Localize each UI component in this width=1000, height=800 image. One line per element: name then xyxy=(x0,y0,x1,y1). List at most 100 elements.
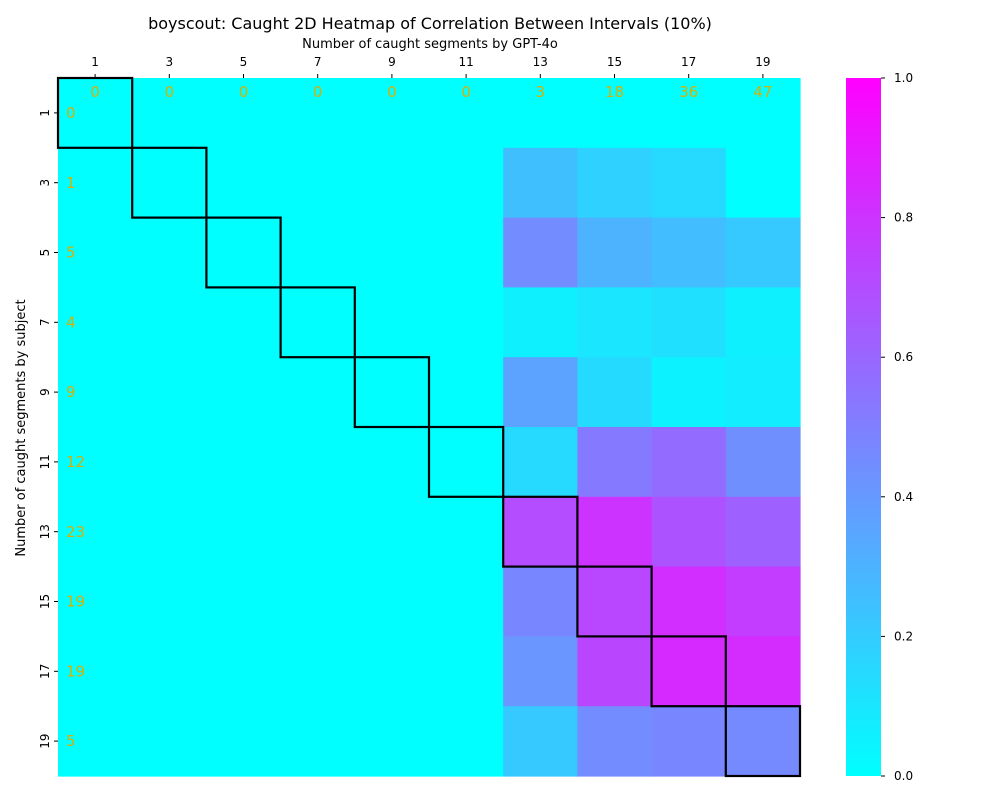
heatmap-cell xyxy=(132,566,207,637)
heatmap-cell xyxy=(503,636,578,707)
y-axis-label: Number of caught segments by subject xyxy=(14,299,29,556)
heatmap-cell xyxy=(206,147,282,219)
heatmap-cell xyxy=(354,217,430,288)
colorbar-tick-label: 0.6 xyxy=(894,350,913,364)
column-total-label: 0 xyxy=(387,83,397,101)
y-tick-label: 19 xyxy=(38,733,52,748)
heatmap-cell xyxy=(725,427,801,498)
heatmap-cell xyxy=(651,636,727,707)
heatmap-cell xyxy=(429,427,504,498)
heatmap-cell xyxy=(577,496,653,568)
heatmap-cell xyxy=(429,706,504,777)
heatmap-cell xyxy=(577,217,653,288)
heatmap-cell xyxy=(280,496,356,568)
row-total-label: 0 xyxy=(66,104,76,122)
x-tick-label: 9 xyxy=(388,55,396,69)
y-tick-label: 15 xyxy=(38,594,52,609)
y-tick-label: 9 xyxy=(38,388,52,396)
heatmap-cell xyxy=(354,427,430,498)
x-tick-label: 13 xyxy=(533,55,548,69)
heatmap-cells xyxy=(58,78,801,777)
heatmap-cell xyxy=(577,636,653,707)
heatmap-cell xyxy=(206,566,282,637)
heatmap-cell xyxy=(280,706,356,777)
row-total-label: 4 xyxy=(66,313,76,331)
heatmap-cell xyxy=(577,78,653,149)
heatmap-cell xyxy=(58,496,133,568)
heatmap-cell xyxy=(280,636,356,707)
heatmap-cell xyxy=(429,78,504,149)
heatmap-cell xyxy=(58,706,133,777)
heatmap-cell xyxy=(725,287,801,358)
heatmap-cell xyxy=(206,357,282,428)
heatmap-cell xyxy=(725,147,801,219)
heatmap-cell xyxy=(280,566,356,637)
colorbar-tick-label: 0.2 xyxy=(894,629,913,643)
x-tick-label: 17 xyxy=(681,55,696,69)
heatmap-cell xyxy=(429,357,504,428)
heatmap-cell xyxy=(354,566,430,637)
heatmap-cell xyxy=(132,287,207,358)
row-total-label: 19 xyxy=(66,662,85,680)
heatmap-cell xyxy=(503,357,578,428)
colorbar-tick-label: 0.8 xyxy=(894,211,913,225)
heatmap-cell xyxy=(503,287,578,358)
colorbar-tick-label: 0.4 xyxy=(894,490,913,504)
diagonal-cell-outline xyxy=(353,356,431,429)
column-total-label: 47 xyxy=(753,83,772,101)
x-tick-label: 1 xyxy=(91,55,99,69)
y-tick-label: 3 xyxy=(38,179,52,187)
heatmap-cell xyxy=(206,636,282,707)
heatmap-cell xyxy=(354,357,430,428)
heatmap-cell xyxy=(132,147,207,219)
heatmap-cell xyxy=(354,78,430,149)
heatmap-cell xyxy=(58,217,133,288)
heatmap-cell xyxy=(503,147,578,219)
heatmap-cell xyxy=(725,566,801,637)
heatmap-cell xyxy=(503,496,578,568)
column-total-label: 18 xyxy=(605,83,624,101)
column-total-label: 0 xyxy=(239,83,249,101)
heatmap-cell xyxy=(651,287,727,358)
heatmap-cell xyxy=(725,706,801,777)
chart-title: boyscout: Caught 2D Heatmap of Correlati… xyxy=(148,14,712,33)
heatmap-cell xyxy=(429,147,504,219)
heatmap-cell xyxy=(206,496,282,568)
heatmap-cell xyxy=(132,357,207,428)
heatmap-cell xyxy=(429,496,504,568)
column-total-label: 0 xyxy=(90,83,100,101)
heatmap-cell xyxy=(503,78,578,149)
x-tick-label: 15 xyxy=(607,55,622,69)
heatmap-cell xyxy=(577,287,653,358)
x-tick-label: 7 xyxy=(314,55,322,69)
diagonal-cell-outline xyxy=(724,705,802,778)
heatmap-cell xyxy=(354,496,430,568)
heatmap-cell xyxy=(725,217,801,288)
heatmap-cell xyxy=(280,147,356,219)
heatmap-cell xyxy=(206,78,282,149)
heatmap-cell xyxy=(503,427,578,498)
row-total-label: 12 xyxy=(66,453,85,471)
y-tick-label: 11 xyxy=(38,454,52,469)
heatmap-cell xyxy=(651,496,727,568)
x-tick-label: 5 xyxy=(240,55,248,69)
heatmap-cell xyxy=(651,427,727,498)
row-total-label: 1 xyxy=(66,174,76,192)
heatmap-cell xyxy=(577,427,653,498)
heatmap-cell xyxy=(429,217,504,288)
heatmap-cell xyxy=(429,287,504,358)
diagonal-cell-outline xyxy=(205,216,282,289)
x-axis-label: Number of caught segments by GPT-4o xyxy=(302,37,558,52)
heatmap-cell xyxy=(58,636,133,707)
heatmap-cell xyxy=(280,427,356,498)
heatmap-cell xyxy=(280,287,356,358)
heatmap-cell xyxy=(58,357,133,428)
heatmap-cell xyxy=(429,566,504,637)
colorbar-tick-label: 1.0 xyxy=(894,71,913,85)
column-total-label: 0 xyxy=(461,83,471,101)
heatmap-cell xyxy=(577,357,653,428)
heatmap-cell xyxy=(280,357,356,428)
heatmap-cell xyxy=(132,217,207,288)
row-total-label: 23 xyxy=(66,523,85,541)
